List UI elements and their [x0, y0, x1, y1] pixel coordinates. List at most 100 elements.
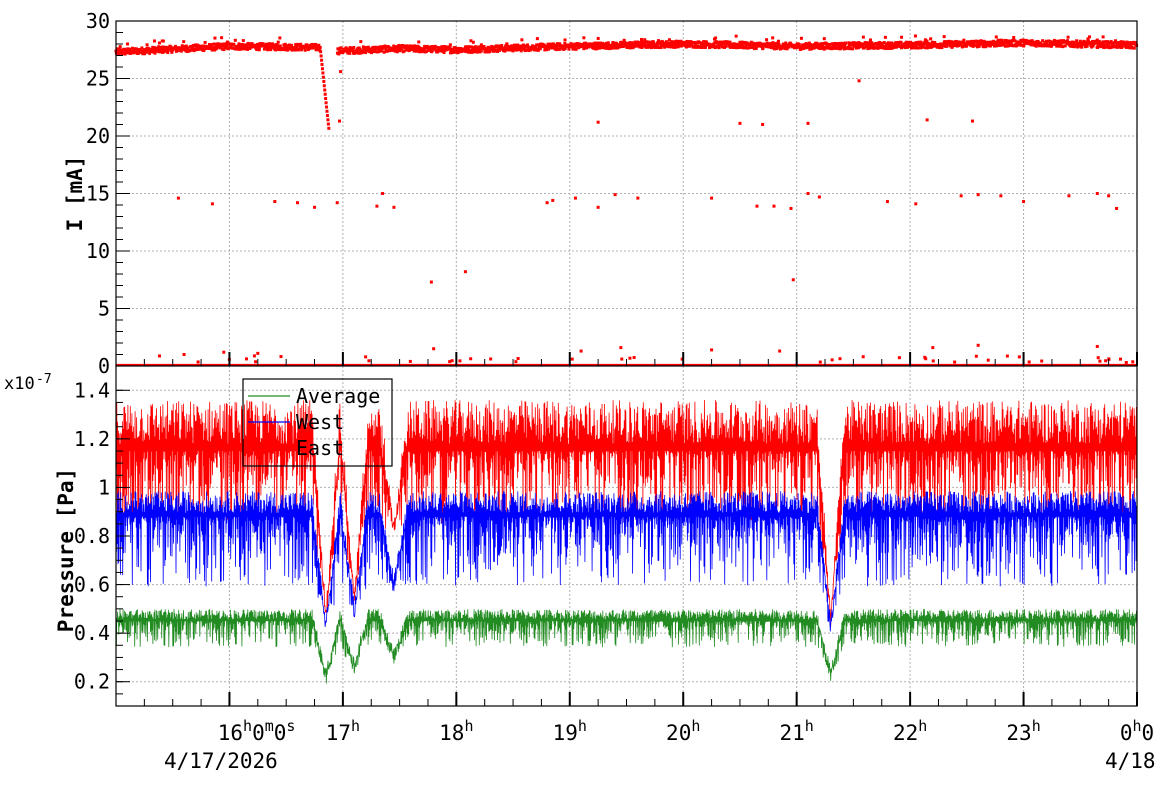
current-point [510, 44, 514, 48]
current-point [632, 45, 636, 49]
current-point [872, 42, 876, 46]
current-point [202, 48, 206, 52]
pressure-y-tick-label: 1 [98, 475, 110, 499]
current-point [656, 39, 660, 43]
current-point [276, 44, 280, 48]
current-point [738, 40, 742, 44]
current-outlier-point [1096, 356, 1100, 360]
current-point [659, 46, 663, 50]
current-point [318, 48, 322, 52]
current-point [117, 52, 121, 56]
current-point [616, 43, 620, 47]
current-point [318, 45, 322, 49]
current-point [693, 40, 697, 44]
current-point [1031, 43, 1035, 47]
current-point [296, 43, 300, 47]
current-outlier-point [1027, 360, 1031, 364]
current-point [405, 48, 409, 52]
current-point [1072, 40, 1076, 44]
current-point [975, 40, 979, 44]
current-point [688, 44, 692, 48]
current-point [157, 45, 161, 49]
current-point [957, 40, 961, 44]
current-outlier-point [710, 348, 714, 352]
current-point [1104, 40, 1108, 44]
current-point [1100, 44, 1104, 48]
current-point [1096, 44, 1100, 48]
current-point [538, 47, 542, 51]
current-point [1067, 41, 1071, 45]
current-outlier-point [817, 195, 821, 199]
time-tick-label: 19h [553, 717, 587, 745]
current-point [595, 47, 599, 51]
current-point [598, 46, 602, 50]
current-point [250, 42, 254, 46]
time-tick-label: 21h [780, 717, 814, 745]
current-point [299, 42, 303, 46]
current-point [909, 44, 913, 48]
current-point [324, 101, 328, 105]
current-point [170, 50, 174, 54]
current-point [630, 41, 634, 45]
current-point [233, 38, 237, 42]
current-point [261, 42, 265, 46]
current-point [592, 41, 596, 45]
legend-box [242, 378, 393, 467]
current-point [981, 42, 985, 46]
current-point [441, 48, 445, 52]
current-point [440, 45, 444, 49]
current-point [679, 44, 683, 48]
current-point [467, 47, 471, 51]
current-point [453, 46, 457, 50]
current-point [269, 48, 273, 52]
current-point [482, 44, 486, 48]
current-point [142, 48, 146, 52]
current-point [192, 49, 196, 53]
current-point [184, 44, 188, 48]
legend-label-west: West [296, 410, 344, 434]
current-outlier-point [861, 355, 865, 359]
current-point [168, 47, 172, 51]
current-point [314, 42, 318, 46]
current-point [290, 48, 294, 52]
current-point [850, 47, 854, 51]
current-point [393, 49, 397, 53]
current-outlier-point [381, 192, 385, 195]
current-point [1030, 39, 1034, 43]
current-outlier-point [1095, 192, 1099, 195]
current-point [886, 47, 890, 51]
current-point [492, 45, 496, 49]
time-date-left: 4/17/2026 [164, 749, 278, 773]
current-point [1066, 39, 1070, 43]
current-outlier-point [830, 358, 834, 362]
current-point [796, 45, 800, 49]
current-point [379, 47, 383, 51]
current-point [1095, 41, 1099, 45]
current-outlier-point [222, 350, 226, 354]
current-point [442, 50, 446, 54]
current-point [266, 44, 270, 48]
current-point [1088, 35, 1092, 39]
current-point [486, 45, 490, 49]
current-point [919, 40, 923, 44]
current-point [747, 42, 751, 46]
current-point [942, 44, 946, 48]
current-point [862, 46, 866, 50]
current-point [1047, 44, 1051, 48]
current-point [843, 44, 847, 48]
current-point [253, 43, 257, 47]
current-point [702, 40, 706, 44]
current-point [315, 44, 319, 48]
current-point [182, 45, 186, 49]
current-point [1128, 46, 1132, 50]
current-point [561, 44, 565, 48]
current-point [756, 41, 760, 45]
current-point [830, 46, 834, 50]
time-tick-label: 18h [439, 717, 473, 745]
current-point [797, 43, 801, 47]
current-point [892, 44, 896, 48]
current-outlier-point [375, 204, 379, 208]
current-point [602, 43, 606, 47]
current-point [284, 48, 288, 52]
current-point [674, 45, 678, 49]
